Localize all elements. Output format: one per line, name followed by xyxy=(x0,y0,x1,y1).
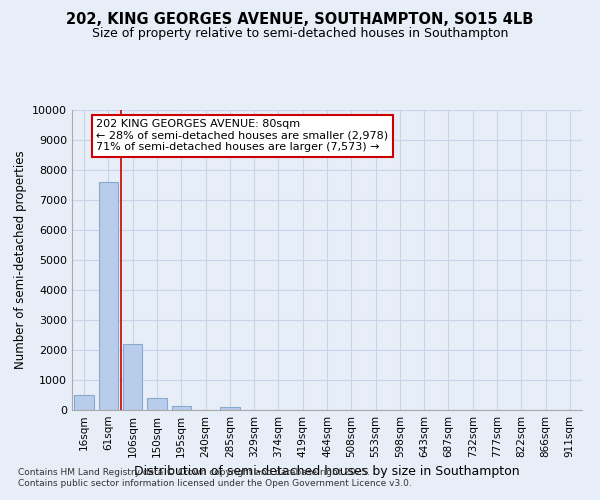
Y-axis label: Number of semi-detached properties: Number of semi-detached properties xyxy=(14,150,26,370)
Bar xyxy=(99,182,118,410)
Text: Contains HM Land Registry data © Crown copyright and database right 2025.
Contai: Contains HM Land Registry data © Crown c… xyxy=(18,468,412,487)
Text: Size of property relative to semi-detached houses in Southampton: Size of property relative to semi-detach… xyxy=(92,28,508,40)
X-axis label: Distribution of semi-detached houses by size in Southampton: Distribution of semi-detached houses by … xyxy=(134,466,520,478)
Bar xyxy=(147,398,167,410)
Bar xyxy=(74,395,94,410)
Text: 202, KING GEORGES AVENUE, SOUTHAMPTON, SO15 4LB: 202, KING GEORGES AVENUE, SOUTHAMPTON, S… xyxy=(67,12,533,28)
Bar xyxy=(123,344,142,410)
Bar xyxy=(172,406,191,410)
Text: 202 KING GEORGES AVENUE: 80sqm
← 28% of semi-detached houses are smaller (2,978): 202 KING GEORGES AVENUE: 80sqm ← 28% of … xyxy=(96,119,388,152)
Bar xyxy=(220,407,239,410)
